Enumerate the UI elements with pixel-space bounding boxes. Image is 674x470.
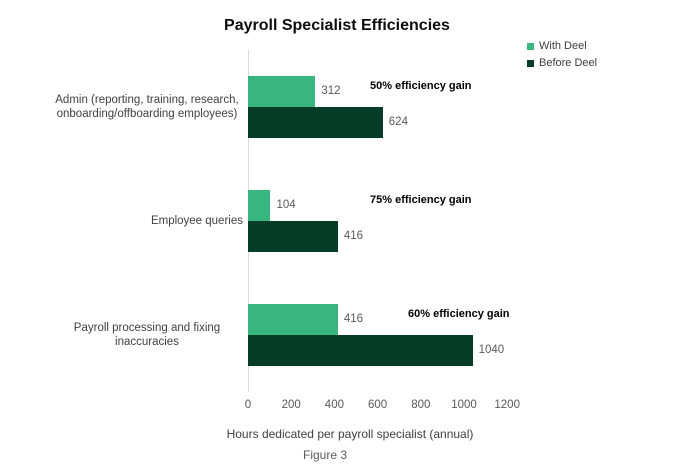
bar-before-deel: [248, 221, 338, 252]
bar-with-deel: [248, 304, 338, 335]
x-tick-label: 0: [244, 399, 252, 411]
category-label-text: Employee queries: [150, 215, 243, 227]
legend-swatch-icon: [527, 60, 534, 67]
legend-label: Before Deel: [539, 57, 598, 69]
x-axis-label: Hours dedicated per payroll specialist (…: [226, 427, 474, 441]
bar-before-deel: [248, 107, 383, 138]
legend-label: With Deel: [539, 40, 587, 52]
category-label: Payroll processing and fixing inaccuraci…: [30, 278, 243, 392]
chart-title: Payroll Specialist Efficiencies: [224, 17, 450, 34]
x-tick-label: 800: [411, 399, 431, 411]
x-tick-label: 1000: [451, 399, 477, 411]
x-tick-label: 200: [281, 399, 301, 411]
figure-caption: Figure 3: [302, 448, 348, 462]
x-tick-label: 400: [324, 399, 344, 411]
efficiency-annotation: 60% efficiency gain: [408, 308, 510, 320]
bar-with-deel: [248, 76, 316, 107]
value-label: 312: [321, 85, 341, 97]
category-label-text: Payroll processing and fixing inaccuraci…: [73, 322, 221, 348]
value-label: 1040: [478, 344, 505, 356]
value-label: 416: [343, 313, 364, 325]
category-label: Admin (reporting, training, research, on…: [30, 50, 243, 164]
x-tick-label: 1200: [494, 399, 520, 411]
legend: With Deel Before Deel: [527, 40, 597, 74]
efficiency-annotation: 50% efficiency gain: [370, 80, 472, 92]
value-label: 104: [276, 199, 296, 211]
efficiency-annotation: 75% efficiency gain: [370, 194, 472, 206]
value-label: 416: [343, 230, 364, 242]
category-label: Employee queries: [30, 164, 243, 278]
value-label: 624: [388, 116, 408, 128]
x-tick-label: 600: [368, 399, 388, 411]
legend-swatch-icon: [527, 43, 534, 50]
category-label-text: Admin (reporting, training, research, on…: [55, 94, 239, 120]
legend-item-with-deel: With Deel: [527, 40, 597, 53]
bar-with-deel: [248, 190, 271, 221]
bar-before-deel: [248, 335, 473, 366]
legend-item-before-deel: Before Deel: [527, 57, 597, 70]
